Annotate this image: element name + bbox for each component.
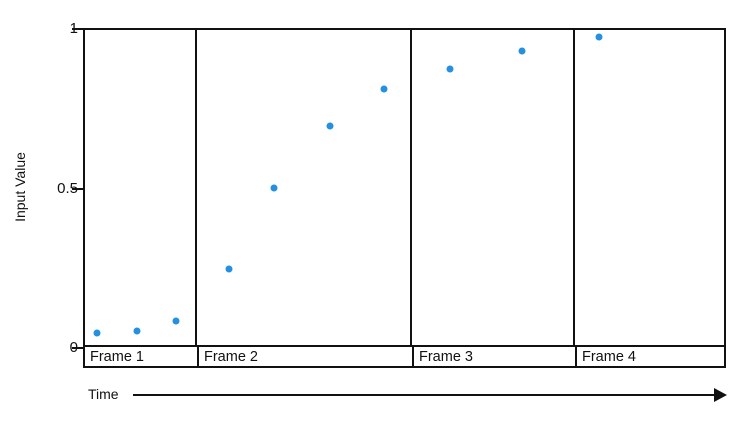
y-tick-mark-0point5 bbox=[72, 188, 84, 190]
frame-label-cell-3: Frame 3 bbox=[412, 347, 575, 366]
y-tick-mark-0 bbox=[72, 347, 84, 349]
y-tick-mark-1 bbox=[72, 28, 84, 30]
data-point bbox=[326, 122, 334, 130]
frame-label-cell-1: Frame 1 bbox=[85, 347, 197, 366]
plot-area bbox=[83, 28, 726, 347]
frame-label-text: Frame 1 bbox=[90, 348, 144, 365]
frame-label-band: Frame 1 Frame 2 Frame 3 Frame 4 bbox=[83, 345, 726, 368]
data-point bbox=[270, 184, 278, 192]
time-axis-line bbox=[133, 394, 716, 396]
frame-label-text: Frame 3 bbox=[419, 348, 473, 365]
data-point bbox=[225, 265, 233, 273]
frame-divider-2 bbox=[410, 28, 412, 347]
data-point bbox=[518, 47, 526, 55]
time-axis-arrowhead-icon bbox=[714, 388, 727, 402]
frame-label-text: Frame 2 bbox=[204, 348, 258, 365]
data-point bbox=[133, 327, 141, 335]
data-point bbox=[172, 317, 180, 325]
y-tick-label-1: 1 bbox=[69, 20, 78, 37]
data-point bbox=[595, 33, 603, 41]
frame-label-text: Frame 4 bbox=[582, 348, 636, 365]
y-tick-label-0point5: 0.5 bbox=[57, 180, 78, 197]
data-point bbox=[93, 329, 101, 337]
frame-divider-3 bbox=[573, 28, 575, 347]
y-tick-label-0: 0 bbox=[69, 339, 78, 356]
frame-divider-1 bbox=[195, 28, 197, 347]
frame-label-cell-2: Frame 2 bbox=[197, 347, 412, 366]
data-point bbox=[446, 65, 454, 73]
frame-label-cell-4: Frame 4 bbox=[575, 347, 724, 366]
time-axis-label: Time bbox=[88, 386, 119, 402]
data-point bbox=[380, 85, 388, 93]
